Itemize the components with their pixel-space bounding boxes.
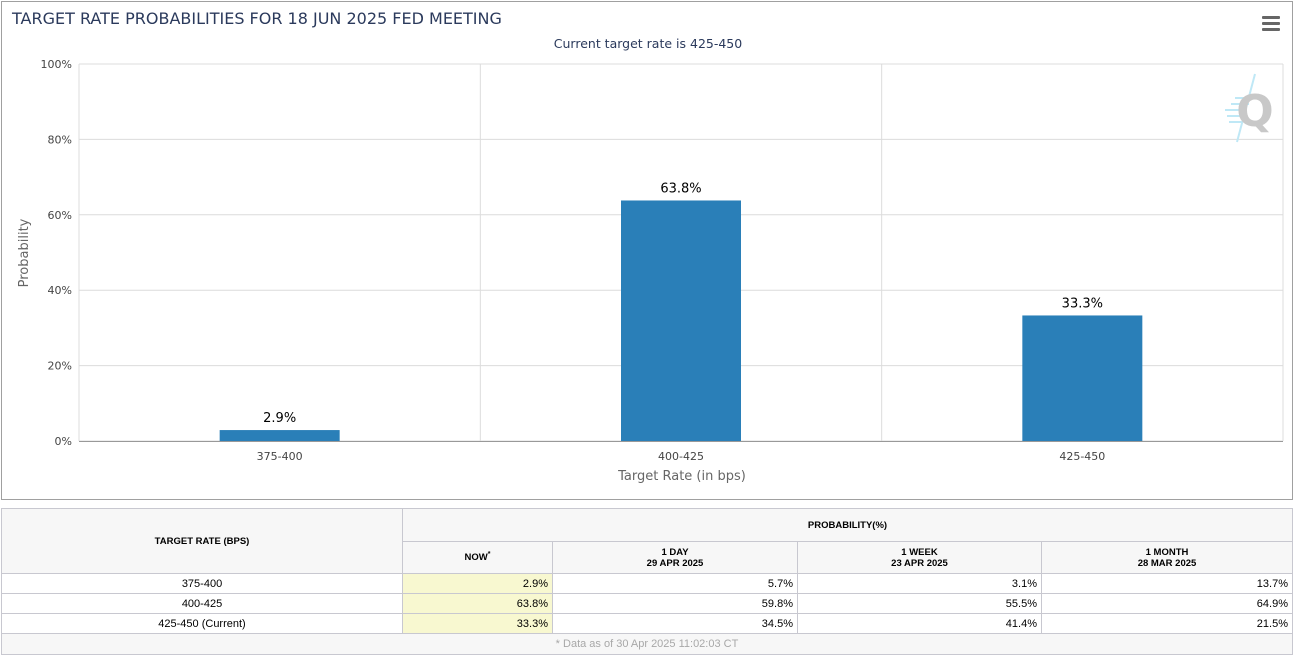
- bar-375-400[interactable]: [219, 430, 340, 441]
- probability-cell: 34.5%: [552, 613, 798, 634]
- probability-group-header: PROBABILITY(%): [402, 508, 1293, 542]
- rate-cell: 400-425: [1, 593, 403, 614]
- table-row: 375-400 2.9% 5.7% 3.1% 13.7%: [1, 573, 1293, 594]
- y-axis-label: Probability: [17, 218, 32, 287]
- chart-container: TARGET RATE PROBABILITIES FOR 18 JUN 202…: [1, 1, 1293, 500]
- quikstrike-watermark-icon: Q: [1225, 73, 1274, 143]
- bar-data-label: 2.9%: [263, 411, 296, 426]
- x-axis-label: Target Rate (in bps): [617, 469, 746, 484]
- chart-title: TARGET RATE PROBABILITIES FOR 18 JUN 202…: [11, 9, 502, 28]
- chart-menu-icon[interactable]: [1262, 16, 1280, 32]
- y-tick-label: 20%: [48, 360, 72, 373]
- table-row: 425-450 (Current) 33.3% 34.5% 41.4% 21.5%: [1, 613, 1293, 634]
- x-tick-label: 425-450: [1059, 450, 1105, 463]
- x-tick-label: 400-425: [658, 450, 704, 463]
- probability-cell: 64.9%: [1041, 593, 1293, 614]
- y-tick-label: 0%: [55, 435, 72, 448]
- chart-subtitle: Current target rate is 425-450: [554, 36, 742, 51]
- col-header-1-day: 1 DAY 29 APR 2025: [552, 541, 798, 574]
- bar-400-425[interactable]: [621, 200, 741, 441]
- y-tick-label: 40%: [48, 284, 72, 297]
- bar-data-label: 63.8%: [660, 181, 701, 196]
- rate-cell: 375-400: [1, 573, 403, 594]
- table-row: 400-425 63.8% 59.8% 55.5% 64.9%: [1, 593, 1293, 614]
- rate-cell: 425-450 (Current): [1, 613, 403, 634]
- target-rate-header: TARGET RATE (BPS): [1, 508, 403, 574]
- y-tick-label: 60%: [48, 209, 72, 222]
- probability-cell: 21.5%: [1041, 613, 1293, 634]
- y-tick-label: 100%: [41, 58, 72, 71]
- bar-data-label: 33.3%: [1062, 296, 1103, 311]
- probability-cell: 41.4%: [797, 613, 1042, 634]
- probability-cell: 13.7%: [1041, 573, 1293, 594]
- svg-text:Q: Q: [1236, 86, 1273, 137]
- probability-cell: 59.8%: [552, 593, 798, 614]
- probability-table: TARGET RATE (BPS) PROBABILITY(%) NOW* 1 …: [1, 508, 1293, 655]
- probability-cell: 3.1%: [797, 573, 1042, 594]
- col-header-now: NOW*: [402, 541, 553, 574]
- y-tick-label: 80%: [48, 133, 72, 146]
- data-timestamp-footnote: * Data as of 30 Apr 2025 11:02:03 CT: [1, 633, 1293, 655]
- x-tick-label: 375-400: [257, 450, 303, 463]
- col-header-1-week: 1 WEEK 23 APR 2025: [797, 541, 1042, 574]
- bar-chart: TARGET RATE PROBABILITIES FOR 18 JUN 202…: [11, 9, 1284, 484]
- probability-cell: 33.3%: [402, 613, 553, 634]
- probability-cell: 55.5%: [797, 593, 1042, 614]
- probability-cell: 5.7%: [552, 573, 798, 594]
- probability-cell: 63.8%: [402, 593, 553, 614]
- bar-425-450[interactable]: [1022, 315, 1143, 441]
- col-header-1-month: 1 MONTH 28 MAR 2025: [1041, 541, 1293, 574]
- probability-cell: 2.9%: [402, 573, 553, 594]
